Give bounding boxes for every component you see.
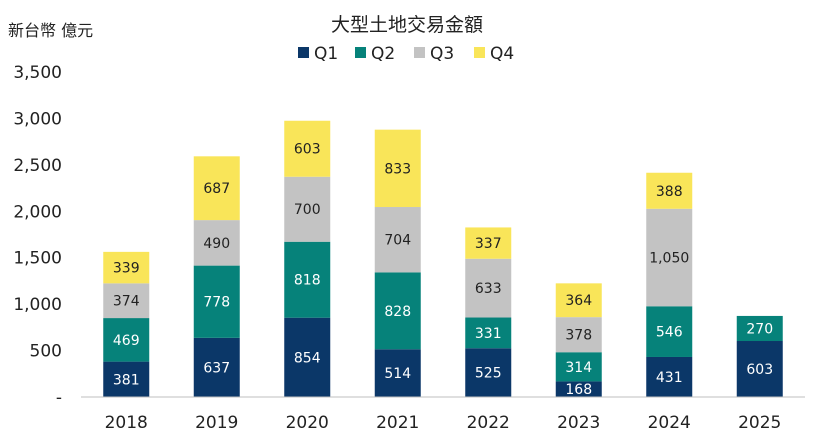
bar-q4-2021 [374,129,421,208]
data-label: 381 [113,372,140,388]
bar-q2-2021 [374,272,421,350]
legend-swatch-q4 [474,47,485,58]
bar-q3-2020 [284,176,331,242]
data-label: 514 [384,366,411,382]
data-label: 633 [475,281,502,297]
bar-q1-2023 [555,381,602,397]
legend: Q1 Q2 Q3 Q4 [298,44,514,64]
bar-q4-2023 [555,283,602,318]
y-tick-label: 500 [30,342,62,362]
bar-q3-2023 [555,317,602,353]
x-tick-label: 2025 [738,413,781,433]
data-label: 700 [294,202,321,218]
data-label: 637 [203,360,230,376]
bar-q2-2020 [284,241,331,318]
bar-q4-2019 [193,156,240,221]
bar-q4-2018 [103,251,150,284]
y-tick-label: 2,500 [13,156,62,176]
legend-label: Q2 [371,44,395,64]
data-label: 778 [203,295,230,311]
data-label: 525 [475,366,502,382]
data-label: 378 [565,328,592,344]
y-tick-label: 3,500 [13,63,62,83]
bar-q1-2020 [284,317,331,397]
data-label: 854 [294,350,321,366]
data-label: 388 [656,184,683,200]
bar-q3-2019 [193,220,240,266]
bars [103,120,783,397]
data-label: 431 [656,370,683,386]
x-tick-label: 2021 [376,413,419,433]
legend-label: Q1 [314,44,338,64]
bar-q3-2021 [374,207,421,273]
y-tick-label: 3,000 [13,109,62,129]
data-label: 364 [565,293,592,309]
data-label: 818 [294,273,321,289]
bar-q2-2023 [555,352,602,382]
bar-q3-2022 [465,258,512,318]
data-label: 374 [113,294,140,310]
data-label: 339 [113,261,140,277]
data-label: 490 [203,236,230,252]
bar-q4-2020 [284,120,331,177]
legend-swatch-q2 [355,47,366,58]
y-tick-label: 1,500 [13,249,62,269]
bar-q4-2022 [465,227,512,259]
bar-q1-2018 [103,361,150,397]
chart-title: 大型土地交易金額 [331,14,483,36]
y-tick-label: 2,000 [13,202,62,222]
data-label: 546 [656,325,683,341]
legend-swatch-q3 [414,47,425,58]
bar-q1-2019 [193,337,240,397]
bar-q2-2025 [736,315,783,342]
x-tick-label: 2023 [557,413,600,433]
bar-q3-2024 [646,208,693,307]
x-tick-label: 2018 [105,413,148,433]
y-axis: - 500 1,000 1,500 2,000 2,500 3,000 3,500 [13,63,62,408]
bar-q1-2021 [374,349,421,397]
data-label: 168 [565,382,592,398]
x-tick-label: 2022 [467,413,510,433]
data-label: 833 [384,161,411,177]
data-label: 331 [475,326,502,342]
bar-q3-2018 [103,283,150,319]
data-label: 337 [475,236,502,252]
bar-q4-2024 [646,172,693,209]
data-label: 270 [746,321,773,337]
x-tick-label: 2019 [195,413,238,433]
data-label: 314 [565,360,592,376]
data-label: 704 [384,233,411,249]
bar-q2-2024 [646,306,693,357]
bar-q2-2019 [193,265,240,338]
data-label: 1,050 [649,251,689,267]
x-tick-label: 2024 [648,413,691,433]
bar-q1-2025 [736,341,783,397]
bar-q1-2022 [465,348,512,397]
bar-q2-2018 [103,318,150,362]
legend-label: Q4 [490,44,514,64]
x-tick-label: 2020 [286,413,329,433]
data-labels: 381 469 374 339 637 778 490 687 854 818 700 603 514 8… [113,142,773,398]
data-label: 828 [384,304,411,320]
data-label: 603 [746,362,773,378]
bar-q2-2022 [465,317,512,349]
unit-label: 新台幣 億元 [8,21,93,40]
y-tick-label: 1,000 [13,295,62,315]
x-axis: 2018 2019 2020 2021 2022 2023 2024 2025 [81,396,805,433]
bar-q1-2024 [646,356,693,397]
y-tick-label: - [56,388,62,408]
data-label: 469 [113,333,140,349]
legend-label: Q3 [430,44,454,64]
legend-swatch-q1 [298,47,309,58]
data-label: 687 [203,181,230,197]
data-label: 603 [294,142,321,158]
